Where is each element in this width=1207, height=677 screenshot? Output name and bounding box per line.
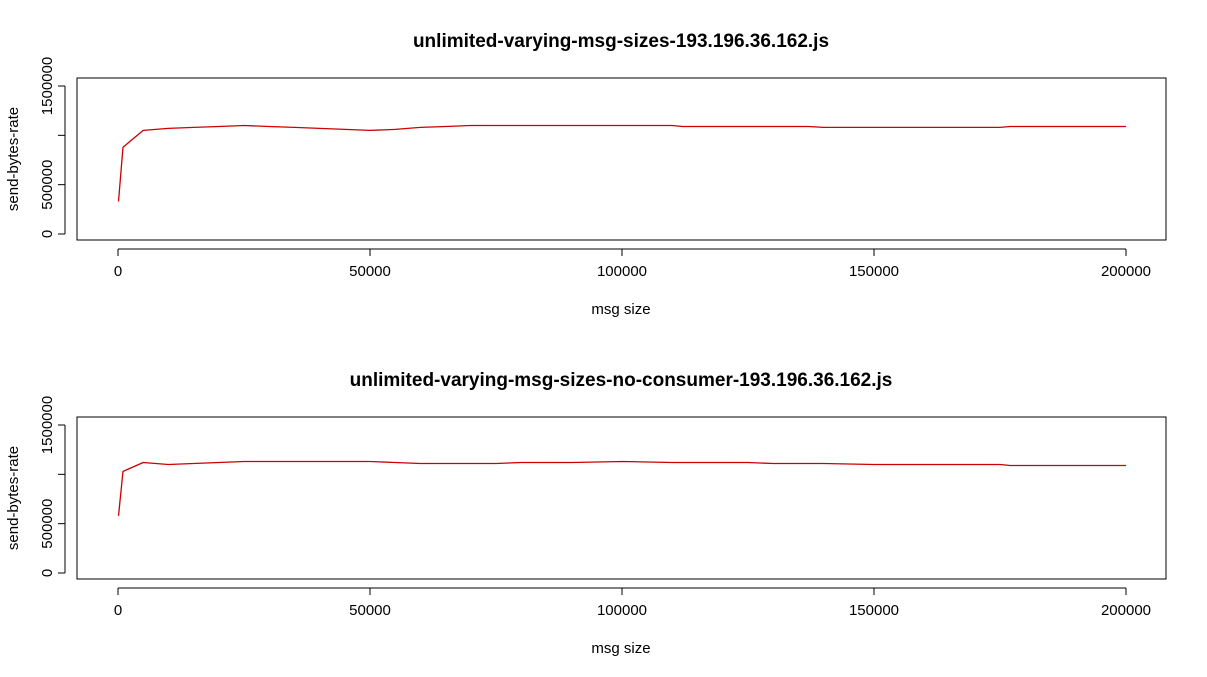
y-tick-label: 0: [39, 230, 56, 238]
x-axis: 0 50000 100000 150000 200000: [114, 248, 1151, 280]
x-tick-label: 100000: [597, 602, 647, 619]
y-axis: 0 500000 1500000: [39, 57, 66, 238]
y-tick-label: 1500000: [39, 57, 56, 115]
series-line: [117, 460, 1126, 516]
x-tick-label: 150000: [849, 602, 899, 619]
y-axis: 0 500000 1500000: [39, 396, 66, 577]
x-tick-label: 0: [114, 263, 122, 280]
y-axis-label: send-bytes-rate: [5, 107, 22, 211]
x-axis: 0 50000 100000 150000 200000: [114, 587, 1151, 619]
series-lines: [117, 124, 1126, 202]
y-tick-label: 500000: [39, 499, 56, 549]
y-tick-label: 1500000: [39, 396, 56, 454]
y-tick-label: 0: [39, 569, 56, 577]
x-axis-label: msg size: [591, 640, 650, 657]
chart-title: unlimited-varying-msg-sizes-no-consumer-…: [350, 370, 893, 391]
x-tick-label: 50000: [349, 263, 391, 280]
x-tick-label: 50000: [349, 602, 391, 619]
x-tick-label: 100000: [597, 263, 647, 280]
y-tick-label: 500000: [39, 160, 56, 210]
chart-title: unlimited-varying-msg-sizes-193.196.36.1…: [413, 31, 829, 52]
y-axis-label: send-bytes-rate: [5, 446, 22, 550]
x-tick-label: 150000: [849, 263, 899, 280]
x-tick-label: 200000: [1101, 263, 1151, 280]
chart-panel-1: unlimited-varying-msg-sizes-193.196.36.1…: [5, 31, 1167, 318]
x-tick-label: 200000: [1101, 602, 1151, 619]
series-lines: [117, 460, 1126, 516]
x-tick-label: 0: [114, 602, 122, 619]
x-axis-label: msg size: [591, 301, 650, 318]
plot-frame: [76, 77, 1167, 241]
plot-frame: [76, 416, 1167, 580]
series-line: [117, 124, 1126, 202]
chart-panel-2: unlimited-varying-msg-sizes-no-consumer-…: [5, 370, 1167, 657]
